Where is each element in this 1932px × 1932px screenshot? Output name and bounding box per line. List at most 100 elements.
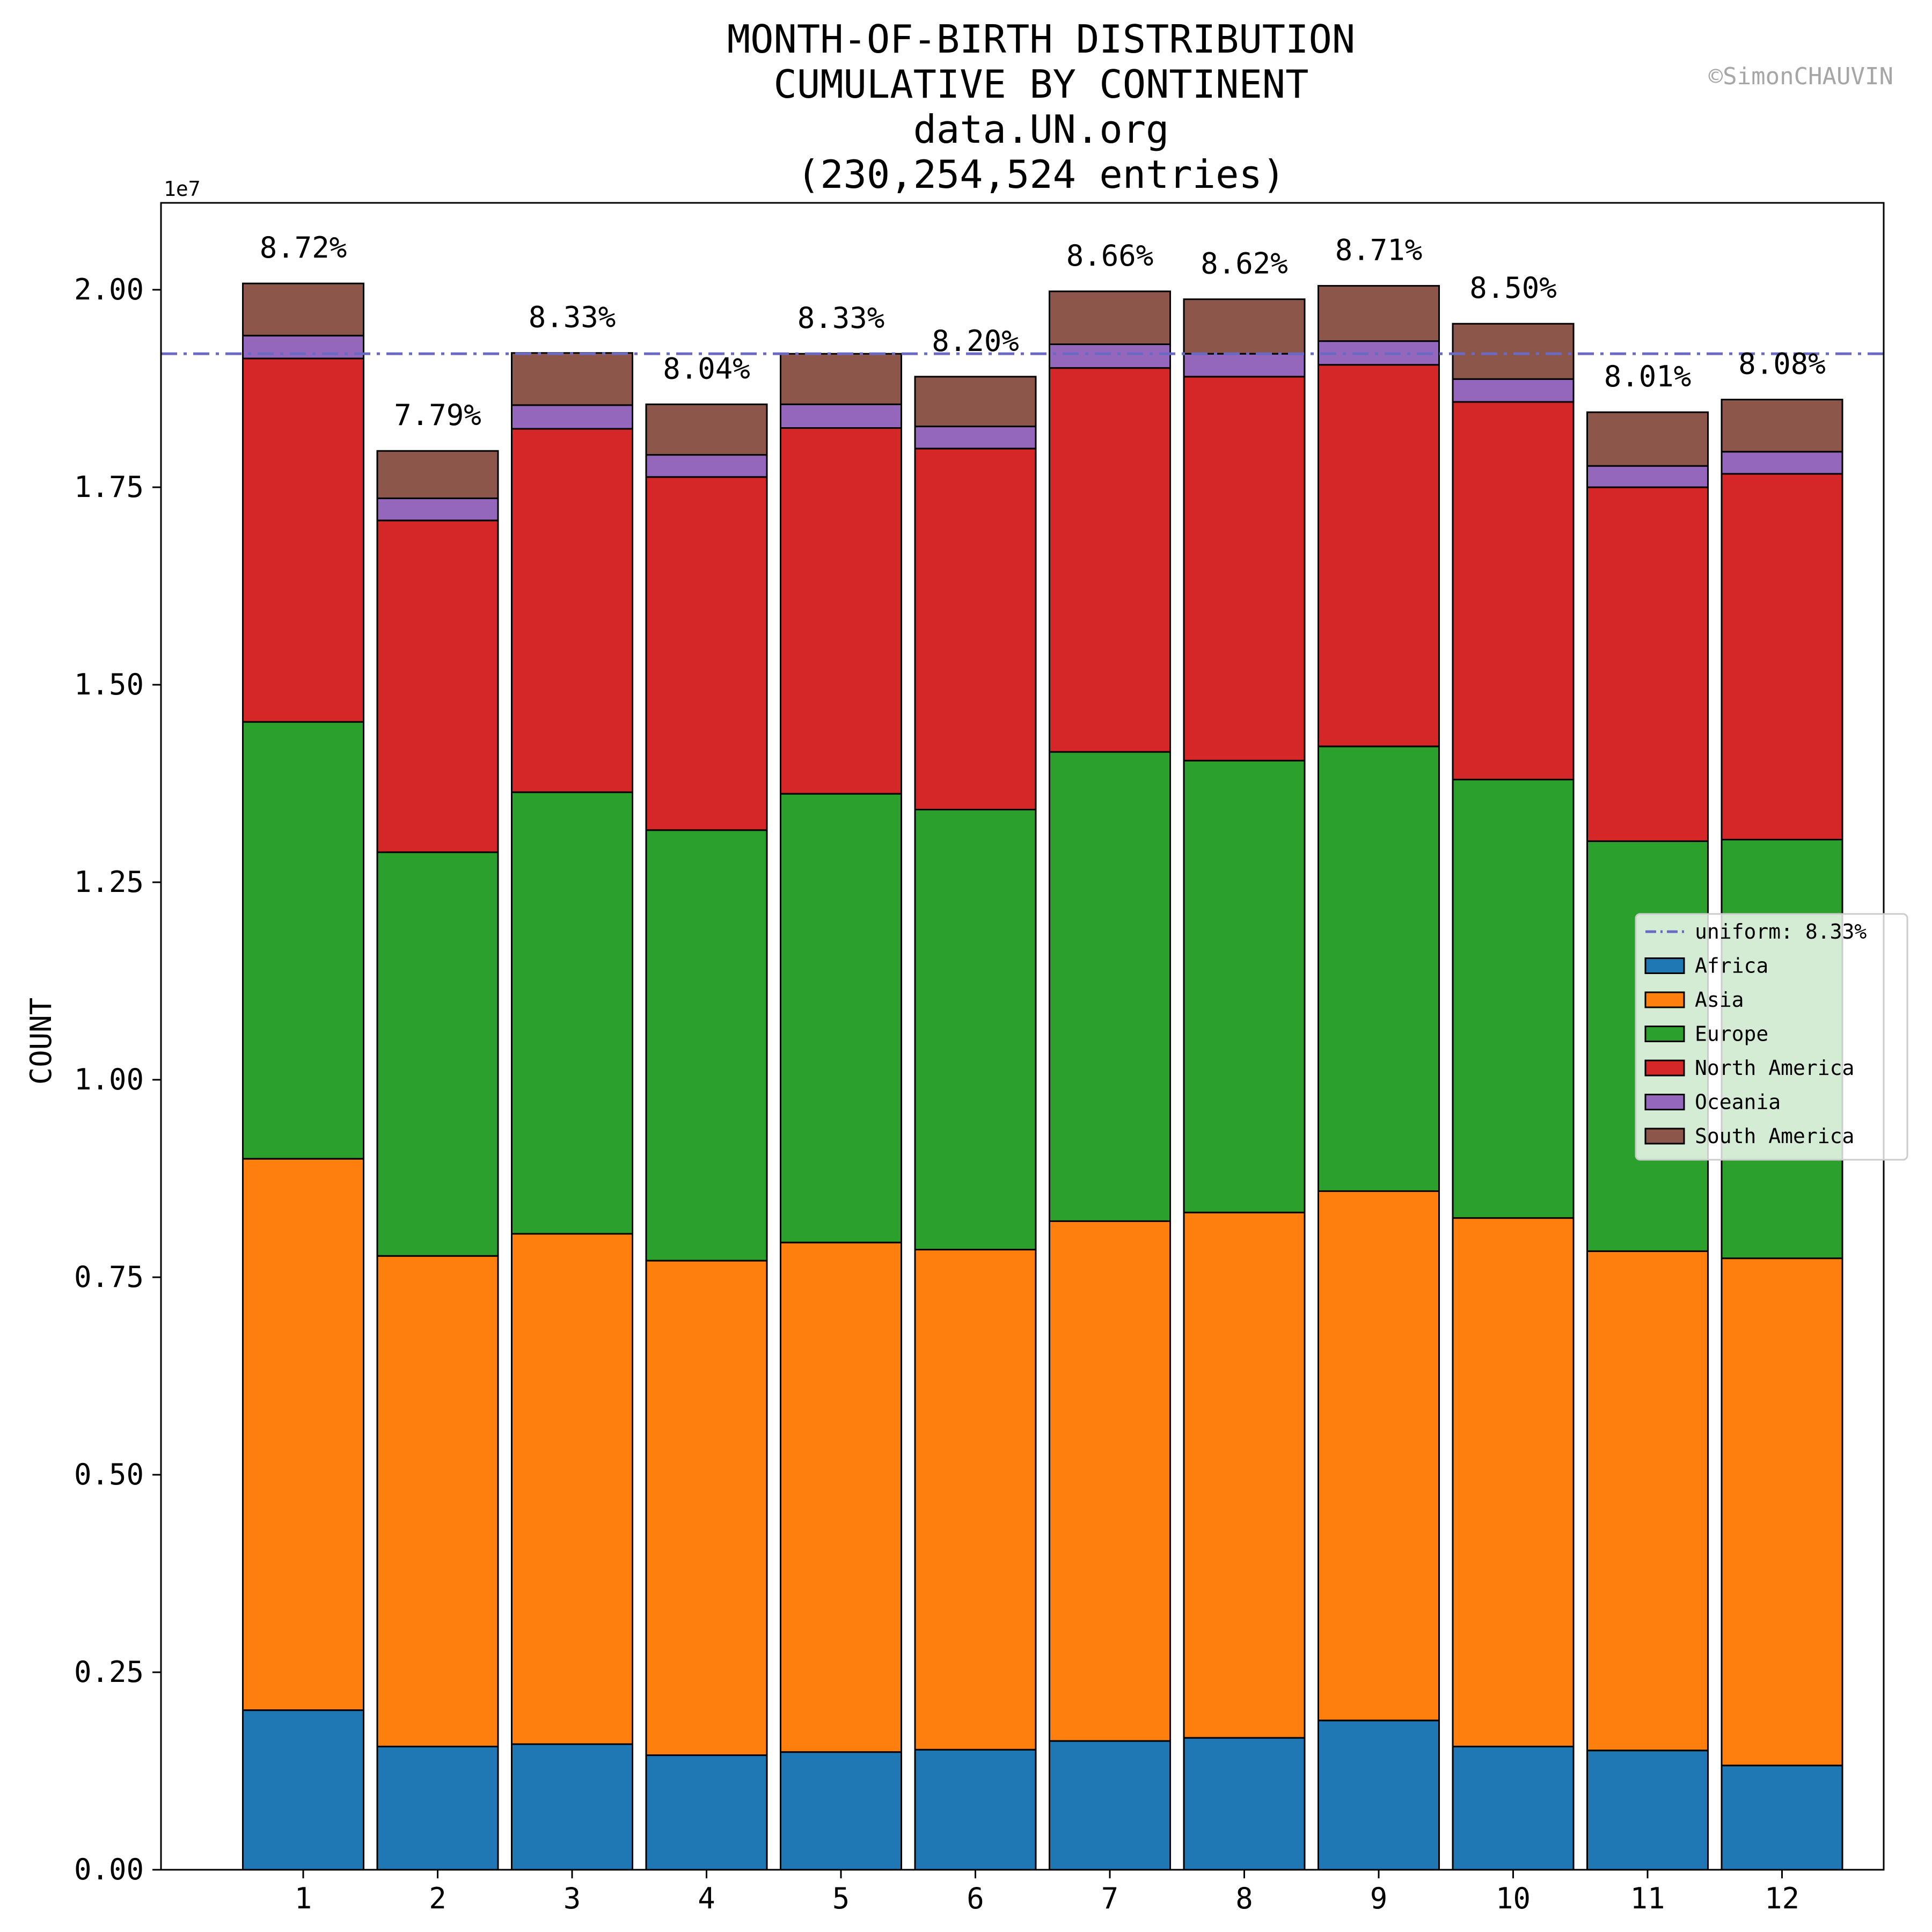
x-tick-label: 4 bbox=[698, 1882, 715, 1915]
bar-segment-europe-month-8 bbox=[1183, 759, 1306, 1213]
x-tick-label: 6 bbox=[967, 1882, 984, 1915]
bar-segment-north-america-month-5 bbox=[780, 427, 902, 795]
bar-segment-south-america-month-2 bbox=[376, 450, 499, 500]
bar-segment-north-america-month-2 bbox=[376, 519, 499, 853]
pct-label-month-2: 7.79% bbox=[394, 398, 481, 432]
title-line-2: CUMULATIVE BY CONTINENT bbox=[774, 62, 1309, 107]
bar-segment-oceania-month-6 bbox=[914, 426, 1037, 450]
bar-segment-asia-month-8 bbox=[1183, 1211, 1306, 1739]
chart-title: MONTH-OF-BIRTH DISTRIBUTION CUMULATIVE B… bbox=[727, 17, 1355, 197]
title-line-1: MONTH-OF-BIRTH DISTRIBUTION bbox=[727, 17, 1355, 62]
bar-segment-asia-month-5 bbox=[780, 1241, 902, 1753]
x-tick-label: 2 bbox=[429, 1882, 447, 1915]
pct-label-month-7: 8.66% bbox=[1066, 239, 1154, 273]
x-tick-label: 7 bbox=[1101, 1882, 1119, 1915]
bar-segment-africa-month-7 bbox=[1049, 1740, 1171, 1871]
bar-segment-asia-month-4 bbox=[645, 1260, 768, 1757]
pct-label-month-10: 8.50% bbox=[1469, 271, 1557, 305]
bar-segment-north-america-month-11 bbox=[1586, 486, 1709, 842]
pct-label-month-1: 8.72% bbox=[260, 231, 347, 265]
x-tick-label: 11 bbox=[1630, 1882, 1665, 1915]
bar-segment-south-america-month-12 bbox=[1721, 399, 1843, 453]
y-offset-label: 1e7 bbox=[164, 177, 201, 201]
y-tick-label: 1.75 bbox=[74, 470, 144, 504]
bar-segment-oceania-month-11 bbox=[1586, 465, 1709, 488]
pct-label-month-12: 8.08% bbox=[1738, 347, 1826, 381]
legend-label-asia: Asia bbox=[1695, 988, 1744, 1012]
bar-segment-north-america-month-4 bbox=[645, 476, 768, 831]
bar-segment-africa-month-3 bbox=[511, 1743, 633, 1871]
legend-label-europe: Europe bbox=[1695, 1022, 1768, 1046]
bar-segment-oceania-month-10 bbox=[1452, 378, 1575, 403]
pct-label-month-9: 8.71% bbox=[1335, 233, 1423, 267]
bar-segment-europe-month-2 bbox=[376, 851, 499, 1257]
legend-swatch-north-america bbox=[1644, 1059, 1685, 1077]
percentage-labels: 8.72% 7.79% 8.33% 8.04% 8.33% 8.20% 8.66% 8.62%… bbox=[260, 231, 1826, 432]
y-axis: 0.00 0.25 0.50 0.75 1.00 1.25 1.50 1.75 2.00 bbox=[74, 273, 161, 1886]
x-tick-label: 5 bbox=[832, 1882, 850, 1915]
legend-swatch-africa bbox=[1644, 957, 1685, 974]
bar-segment-europe-month-3 bbox=[511, 791, 633, 1235]
bar-segment-africa-month-9 bbox=[1318, 1719, 1440, 1871]
bar-segment-asia-month-12 bbox=[1721, 1257, 1843, 1767]
bar-segment-africa-month-11 bbox=[1586, 1750, 1709, 1871]
bar-segment-asia-month-1 bbox=[242, 1158, 364, 1711]
legend-label-south-america: South America bbox=[1695, 1124, 1854, 1148]
y-tick-label: 1.00 bbox=[74, 1063, 144, 1096]
bars-layer bbox=[242, 282, 1843, 1871]
y-tick-label: 0.75 bbox=[74, 1260, 144, 1294]
bar-segment-south-america-month-9 bbox=[1318, 285, 1440, 342]
bar-segment-north-america-month-3 bbox=[511, 428, 633, 793]
bar-segment-south-america-month-7 bbox=[1049, 290, 1171, 345]
bar-segment-africa-month-2 bbox=[376, 1745, 499, 1871]
pct-label-month-6: 8.20% bbox=[932, 324, 1019, 358]
bar-segment-oceania-month-2 bbox=[376, 497, 499, 522]
legend-swatch-oceania bbox=[1644, 1094, 1685, 1110]
bar-segment-europe-month-1 bbox=[242, 721, 364, 1160]
legend-label-africa: Africa bbox=[1695, 954, 1768, 978]
bar-segment-oceania-month-12 bbox=[1721, 451, 1843, 475]
legend-swatch-asia bbox=[1644, 991, 1685, 1008]
pct-label-month-8: 8.62% bbox=[1201, 247, 1288, 281]
bar-segment-africa-month-1 bbox=[242, 1709, 364, 1871]
bar-segment-oceania-month-7 bbox=[1049, 343, 1171, 369]
y-tick-label: 0.50 bbox=[74, 1458, 144, 1491]
bar-segment-asia-month-7 bbox=[1049, 1220, 1171, 1742]
bar-segment-north-america-month-9 bbox=[1318, 364, 1440, 748]
bar-segment-oceania-month-4 bbox=[645, 454, 768, 478]
bar-segment-africa-month-10 bbox=[1452, 1745, 1575, 1871]
bar-segment-south-america-month-11 bbox=[1586, 411, 1709, 467]
bar-segment-asia-month-2 bbox=[376, 1255, 499, 1747]
bar-segment-oceania-month-8 bbox=[1183, 353, 1306, 378]
bar-segment-north-america-month-12 bbox=[1721, 473, 1843, 840]
bar-segment-south-america-month-3 bbox=[511, 352, 633, 406]
bar-segment-oceania-month-5 bbox=[780, 403, 902, 429]
legend-label-uniform: uniform: 8.33% bbox=[1695, 920, 1867, 943]
bar-segment-asia-month-10 bbox=[1452, 1217, 1575, 1747]
legend: uniform: 8.33% Africa Asia Europe North Amer… bbox=[1635, 913, 1908, 1161]
bar-segment-europe-month-9 bbox=[1318, 745, 1440, 1192]
bar-segment-asia-month-6 bbox=[914, 1248, 1037, 1751]
bar-segment-africa-month-12 bbox=[1721, 1765, 1843, 1871]
legend-box bbox=[1635, 913, 1908, 1161]
y-tick-label: 2.00 bbox=[74, 273, 144, 306]
x-tick-label: 9 bbox=[1370, 1882, 1388, 1915]
x-tick-label: 1 bbox=[295, 1882, 312, 1915]
legend-label-north-america: North America bbox=[1695, 1056, 1854, 1080]
bar-segment-africa-month-4 bbox=[645, 1754, 768, 1871]
credit-text: ©SimonCHAUVIN bbox=[1709, 63, 1893, 90]
bar-segment-oceania-month-3 bbox=[511, 404, 633, 430]
bar-segment-europe-month-6 bbox=[914, 809, 1037, 1250]
bar-segment-north-america-month-1 bbox=[242, 357, 364, 723]
legend-swatch-south-america bbox=[1644, 1128, 1685, 1145]
bar-segment-europe-month-5 bbox=[780, 793, 902, 1243]
title-line-3: data.UN.org bbox=[913, 107, 1169, 152]
bar-segment-north-america-month-7 bbox=[1049, 367, 1171, 753]
pct-label-month-3: 8.33% bbox=[529, 301, 616, 334]
bar-segment-europe-month-4 bbox=[645, 829, 768, 1262]
y-tick-label: 1.50 bbox=[74, 668, 144, 701]
y-tick-label: 0.25 bbox=[74, 1655, 144, 1689]
bar-segment-north-america-month-10 bbox=[1452, 401, 1575, 781]
bar-segment-south-america-month-6 bbox=[914, 376, 1037, 428]
